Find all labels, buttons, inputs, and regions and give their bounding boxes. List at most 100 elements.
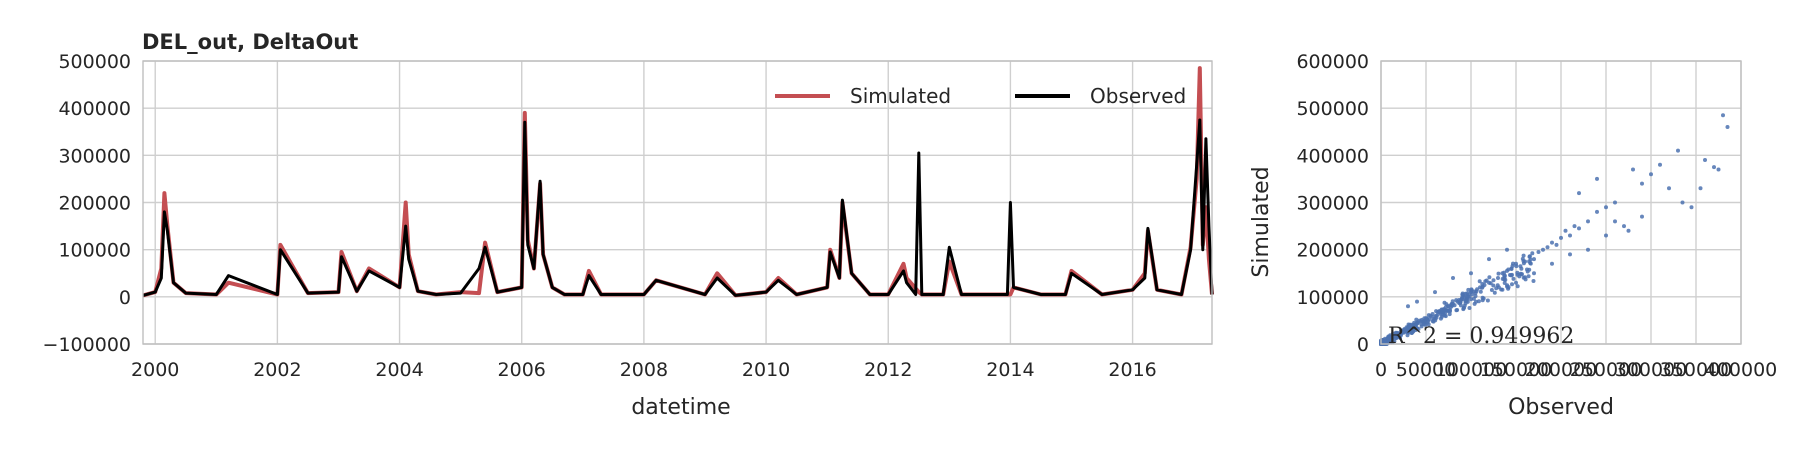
scatter-x-tick-label: 400000 [1705,359,1778,381]
scatter-point [1424,316,1428,321]
scatter-x-tick-label: 0 [1375,359,1387,381]
scatter-point [1509,273,1514,278]
timeseries-x-tick-label: 2004 [375,359,423,381]
scatter-point [1505,284,1510,289]
scatter-point [1500,276,1505,281]
scatter-point [1491,283,1496,288]
scatter-point [1622,224,1626,229]
scatter-point [1487,257,1491,262]
timeseries-y-tick-label: 300000 [58,145,131,167]
scatter-point [1406,325,1410,330]
scatter-x-axis-label: Observed [1508,395,1614,420]
timeseries-x-tick-label: 2012 [864,359,912,381]
scatter-point [1716,167,1721,172]
scatter-point [1640,181,1644,186]
scatter-point [1448,307,1452,312]
scatter-point [1481,296,1486,301]
scatter-grid [1380,60,1742,345]
scatter-point [1527,259,1532,264]
scatter-y-axis-label: Simulated [1249,166,1274,277]
series-line-observed [142,118,1214,297]
timeseries-x-tick-label: 2010 [742,359,790,381]
scatter-point [1525,269,1530,274]
legend-observed-label: Observed [1090,84,1186,108]
scatter-point [1545,245,1550,250]
timeseries-x-tick-label: 2014 [986,359,1034,381]
scatter-point [1518,264,1523,269]
scatter-point [1401,330,1406,335]
scatter-point [1425,320,1430,325]
scatter-point [1469,271,1473,276]
scatter-y-tick-label: 500000 [1296,98,1369,120]
scatter-point [1451,301,1455,306]
timeseries-series-group [142,66,1214,298]
timeseries-x-tick-labels: 2000 2002 2004 2006 2008 2010 2012 2014 2016 [131,359,1157,381]
timeseries-panel: DEL_out, DeltaOut −100000 0 100000 200000 30… [43,30,1214,420]
scatter-point [1460,297,1464,302]
scatter-point [1500,287,1505,292]
scatter-point [1526,274,1531,279]
scatter-point [1467,306,1472,310]
scatter-x-tick-label: 200000 [1525,359,1598,381]
timeseries-y-tick-label: 100000 [58,240,131,262]
scatter-x-tick-labels: 0 500001000001500002000002500003000003500… [1375,359,1777,381]
timeseries-y-tick-labels: −100000 0 100000 200000 300000 400000 500000 [43,51,131,356]
scatter-point [1523,259,1527,264]
scatter-point [1438,316,1443,321]
scatter-point [1521,275,1526,280]
scatter-point [1485,298,1490,303]
scatter-frame [1380,60,1742,345]
scatter-point [1496,276,1500,280]
scatter-point [1447,312,1452,317]
scatter-point [1521,253,1526,258]
scatter-point [1510,282,1514,287]
scatter-point [1532,271,1536,276]
scatter-point [1536,250,1541,254]
scatter-point [1390,340,1395,344]
chart-title: DEL_out, DeltaOut [142,30,358,54]
scatter-point [1577,191,1581,196]
scatter-point [1410,326,1415,331]
scatter-point [1577,226,1581,231]
scatter-point [1442,308,1446,312]
scatter-point [1721,113,1725,118]
scatter-point [1658,162,1662,167]
series-line-simulated [142,66,1214,298]
scatter-point [1698,186,1703,191]
scatter-point [1443,314,1448,319]
scatter-point [1419,322,1424,327]
scatter-point [1451,276,1455,280]
scatter-point [1502,281,1507,285]
scatter-x-tick-label: 250000 [1570,359,1643,381]
scatter-point [1415,320,1419,325]
scatter-point [1604,205,1608,210]
r-squared-annotation: R^2 = 0.949962 [1388,324,1574,349]
scatter-point [1461,306,1466,311]
scatter-y-tick-label: 0 [1357,334,1369,356]
scatter-point [1530,251,1535,256]
scatter-point [1415,299,1419,304]
timeseries-grid [143,60,1212,345]
scatter-point [1680,200,1685,205]
scatter-x-tick-label: 300000 [1615,359,1688,381]
timeseries-y-tick-label: 400000 [58,98,131,120]
scatter-point [1473,291,1478,296]
scatter-point [1626,228,1631,233]
scatter-point [1489,288,1494,292]
scatter-point [1595,176,1599,181]
scatter-point [1505,268,1509,273]
scatter-point [1712,165,1716,170]
timeseries-y-tick-label: 0 [119,287,131,309]
scatter-point [1428,313,1433,318]
scatter-y-tick-label: 400000 [1296,145,1369,167]
timeseries-y-tick-label: 200000 [58,193,131,215]
scatter-point [1419,317,1424,322]
scatter-point [1409,322,1414,327]
scatter-point [1527,254,1532,259]
scatter-point [1433,290,1437,295]
scatter-x-tick-label: 150000 [1480,359,1553,381]
scatter-point [1469,290,1473,295]
scatter-point [1478,285,1482,290]
scatter-point [1550,261,1554,266]
scatter-point [1455,299,1460,304]
